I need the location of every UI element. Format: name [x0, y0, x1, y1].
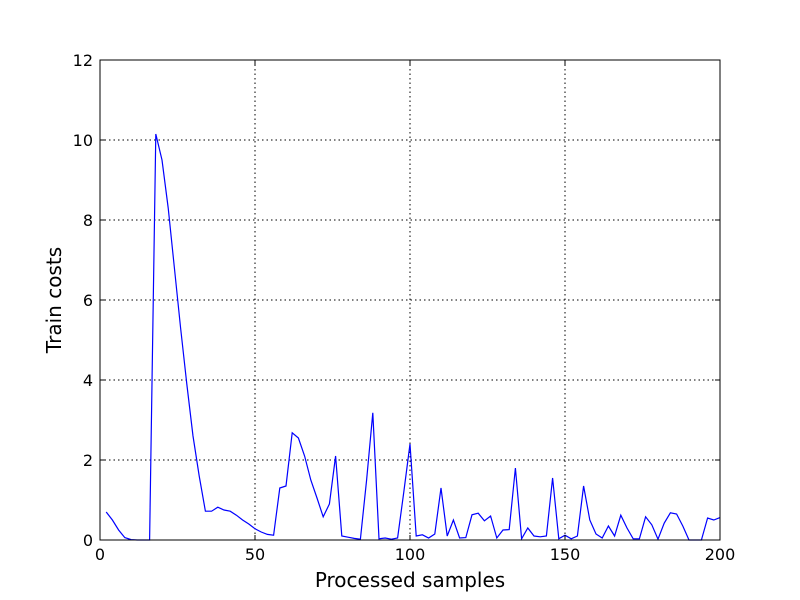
y-tick-label: 6: [83, 291, 93, 310]
y-tick-label: 8: [83, 211, 93, 230]
y-axis-label: Train costs: [42, 247, 66, 354]
x-tick-labels: 0 50 100 150 200: [95, 545, 735, 564]
x-tick-label: 0: [95, 545, 105, 564]
plot-frame: [99, 59, 721, 541]
y-tick-label: 2: [83, 451, 93, 470]
x-tick-label: 150: [550, 545, 581, 564]
x-axis-label: Processed samples: [315, 568, 505, 592]
y-tick-label: 4: [83, 371, 93, 390]
y-tick-labels: 0 2 4 6 8 10 12: [73, 51, 93, 550]
y-tick-label: 10: [73, 131, 93, 150]
x-tick-label: 200: [705, 545, 736, 564]
series-line: [105, 133, 721, 541]
y-tick-label: 12: [73, 51, 93, 70]
y-tick-label: 0: [83, 531, 93, 550]
x-tick-label: 100: [395, 545, 426, 564]
plot-area: [105, 133, 721, 541]
x-tick-label: 50: [245, 545, 265, 564]
